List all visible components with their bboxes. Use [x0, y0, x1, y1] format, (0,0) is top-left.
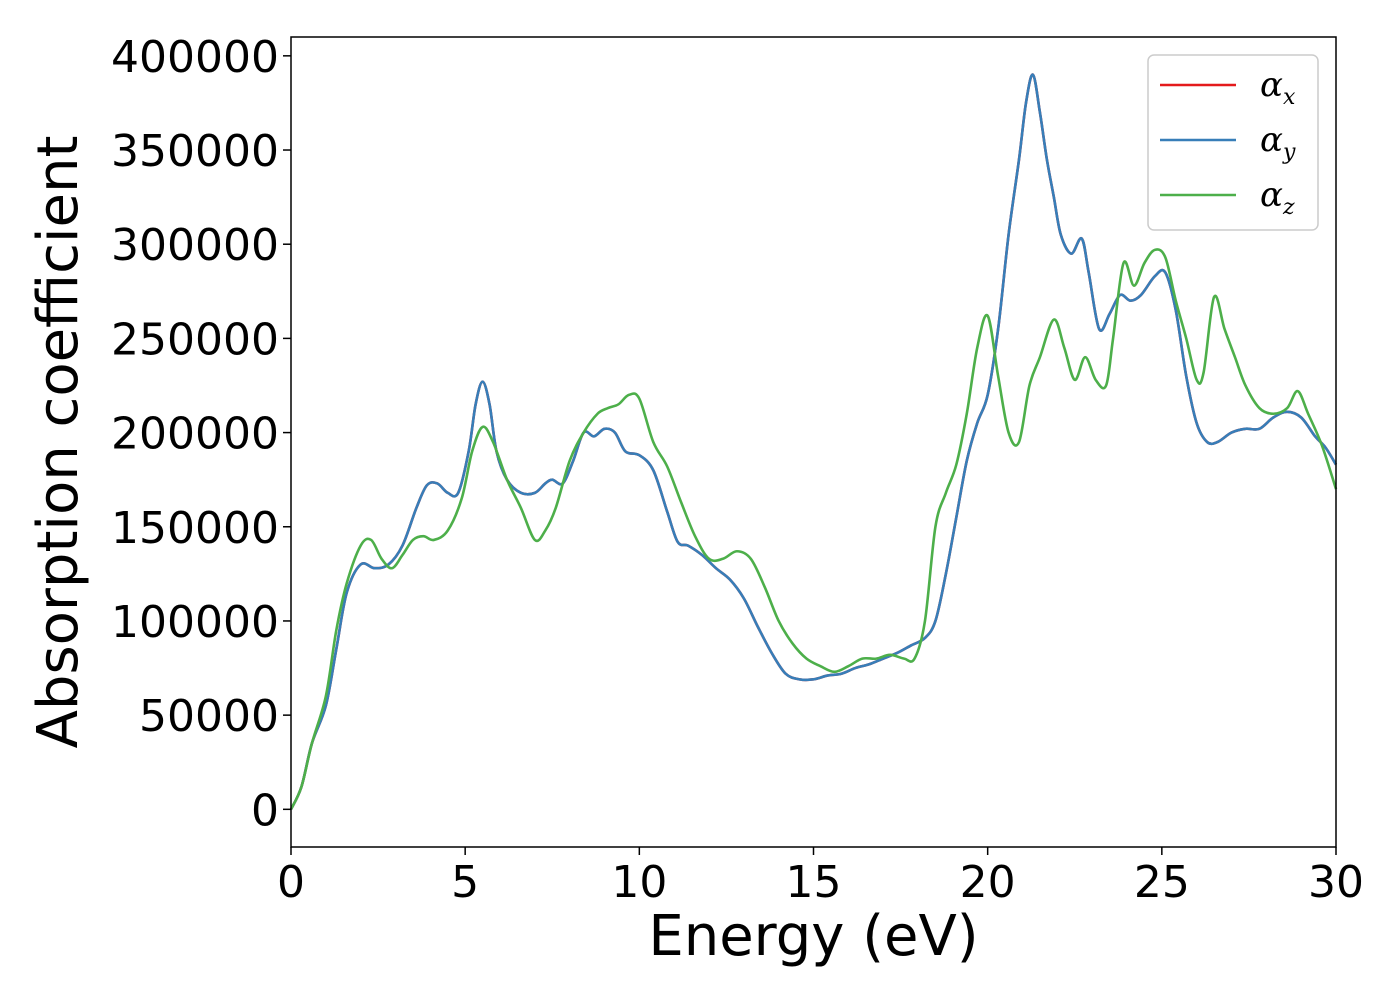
y-tick-label: 300000	[111, 220, 279, 271]
x-tick-label: 0	[277, 857, 305, 908]
x-tick-label: 15	[786, 857, 842, 908]
x-tick-label: 20	[960, 857, 1016, 908]
y-tick-label: 50000	[139, 691, 279, 742]
x-tick-label: 30	[1308, 857, 1364, 908]
y-tick-label: 200000	[111, 409, 279, 460]
y-tick-label: 350000	[111, 126, 279, 177]
x-tick-label: 10	[611, 857, 667, 908]
legend-label-x: αx	[1260, 65, 1296, 110]
x-axis-ticks: 0 5 10 15 20 25 30	[277, 847, 1364, 908]
y-tick-label: 100000	[111, 597, 279, 648]
series-line-z	[289, 248, 1338, 810]
y-tick-label: 400000	[111, 32, 279, 83]
y-axis-ticks: 0 50000 100000 150000 200000 250000 300000 3500…	[111, 32, 291, 836]
y-tick-label: 150000	[111, 503, 279, 554]
x-axis-label: Energy (eV)	[648, 904, 978, 969]
legend: αx αy αz	[1147, 54, 1319, 231]
legend-label-y: αy	[1260, 120, 1296, 165]
plot-lines	[289, 73, 1338, 810]
y-axis-label: Absorption coefficient	[26, 136, 91, 749]
y-tick-label: 250000	[111, 314, 279, 365]
y-tick-label: 0	[251, 785, 279, 836]
legend-box	[1147, 54, 1319, 231]
x-tick-label: 5	[451, 857, 479, 908]
x-tick-label: 25	[1134, 857, 1190, 908]
legend-label-z: αz	[1260, 175, 1295, 220]
series-line-y	[289, 73, 1338, 810]
